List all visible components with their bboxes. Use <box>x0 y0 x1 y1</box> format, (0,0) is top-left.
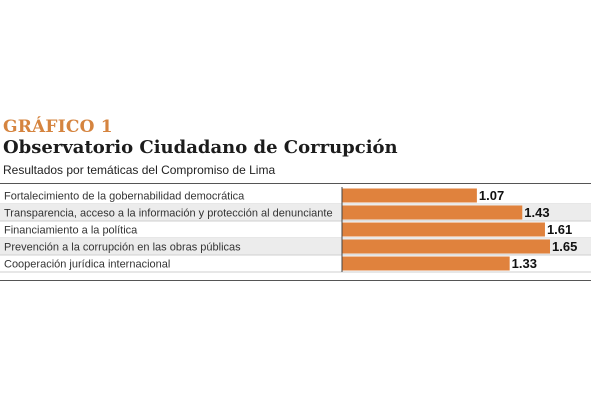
bar <box>342 222 545 237</box>
category-label: Financiamiento a la política <box>4 225 138 237</box>
category-label: Fortalecimiento de la gobernabilidad dem… <box>4 191 245 203</box>
bar <box>342 256 510 271</box>
bottom-rule <box>0 280 591 281</box>
chart-subtitle: Resultados por temáticas del Compromiso … <box>3 163 276 177</box>
value-label: 1.07 <box>479 188 504 203</box>
value-label: 1.65 <box>552 239 577 254</box>
bar <box>342 205 523 220</box>
top-rule <box>0 183 591 184</box>
category-label: Transparencia, acceso a la información y… <box>4 208 333 220</box>
value-label: 1.61 <box>547 222 572 237</box>
chart-kicker: GRÁFICO 1 <box>3 117 113 137</box>
chart-title: Observatorio Ciudadano de Corrupción <box>3 137 398 158</box>
category-label: Cooperación jurídica internacional <box>4 259 170 271</box>
bar-chart: Fortalecimiento de la gobernabilidad dem… <box>0 187 591 273</box>
bar <box>342 239 550 254</box>
value-label: 1.43 <box>524 205 549 220</box>
bar <box>342 188 477 203</box>
value-label: 1.33 <box>512 256 537 271</box>
category-label: Prevención a la corrupción en las obras … <box>4 242 241 254</box>
